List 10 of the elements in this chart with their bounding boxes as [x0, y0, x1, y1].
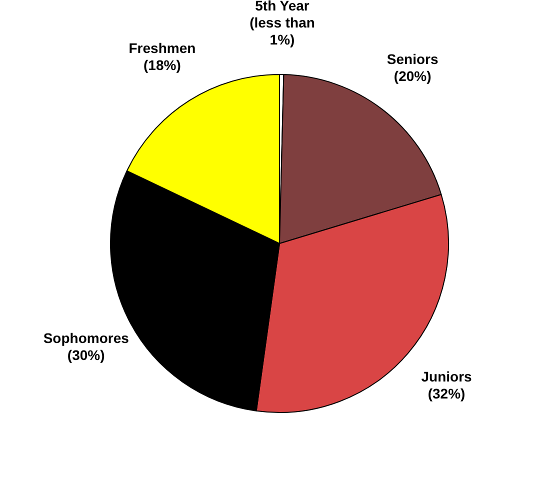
data-label: (18%) [144, 57, 181, 74]
slice-label: Sophomores [43, 330, 130, 346]
data-label: (32%) [428, 386, 466, 402]
data-label: (less than 1%) [250, 14, 315, 48]
data-label: (20%) [394, 68, 432, 84]
slice-label: Seniors [386, 51, 438, 68]
slice-label: Freshmen [128, 40, 196, 56]
slice-label: 5th Year [255, 0, 310, 14]
data-label: (30%) [67, 347, 105, 364]
slice-label: Juniors [421, 368, 472, 385]
